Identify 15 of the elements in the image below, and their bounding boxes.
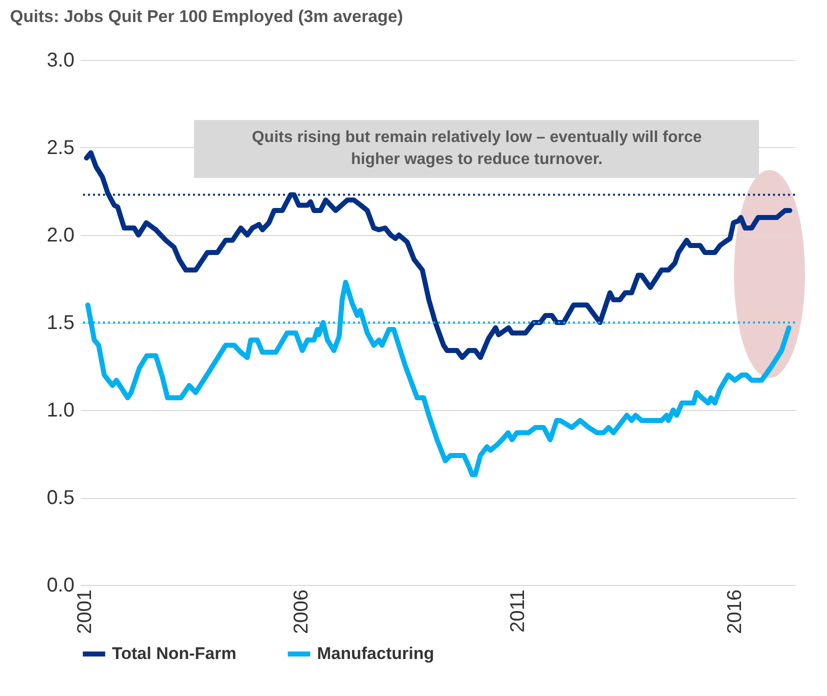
y-tick-label: 0.5 [46, 487, 74, 509]
x-tick-label: 2016 [724, 590, 746, 634]
y-tick-label: 2.0 [46, 224, 74, 246]
legend-label: Manufacturing [317, 644, 434, 663]
y-tick-label: 0.0 [46, 574, 74, 596]
y-tick-label: 3.0 [46, 50, 74, 72]
x-tick-label: 2001 [74, 590, 96, 634]
y-tick-label: 1.0 [46, 400, 74, 422]
y-tick-label: 1.5 [46, 312, 74, 334]
chart-title: Quits: Jobs Quit Per 100 Employed (3m average) [10, 7, 404, 26]
x-tick-label: 2006 [290, 590, 312, 634]
y-tick-label: 2.5 [46, 137, 74, 159]
text-box: Quits rising but remain relatively low – eventually will force higher wages to reduce turnover. [194, 120, 760, 178]
legend-label: Total Non-Farm [112, 644, 236, 663]
x-tick-label: 2011 [507, 590, 530, 633]
